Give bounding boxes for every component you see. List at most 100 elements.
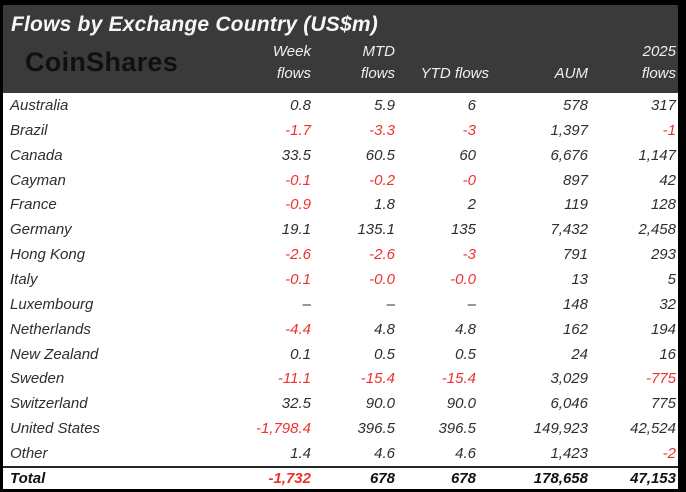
table-row: Australia 0.8 5.9 6 578 317: [3, 93, 678, 118]
table-row: Luxembourg – – – 148 32: [3, 292, 678, 317]
column-header-week-flows: Week flows: [228, 41, 313, 90]
aum-cell: 7,432: [550, 221, 588, 239]
week-flows-cell: -0.1: [285, 171, 311, 189]
table-title: Flows by Exchange Country (US$m): [11, 13, 378, 36]
ytd-flows-cell: -3: [462, 121, 476, 139]
column-label-line: Week: [272, 43, 311, 60]
country-cell: Other: [10, 444, 48, 462]
country-cell: Italy: [10, 270, 38, 288]
mtd-flows-cell: 396.5: [357, 420, 395, 438]
flows-2025-cell: 194: [650, 320, 676, 338]
ytd-flows-cell: 4.6: [455, 444, 476, 462]
week-flows-cell: 33.5: [281, 146, 311, 164]
mtd-flows-cell: 4.8: [374, 320, 395, 338]
aum-cell: 162: [562, 320, 588, 338]
country-cell: Germany: [10, 221, 72, 239]
mtd-flows-cell: 1.8: [374, 196, 395, 214]
week-flows-cell: -2.6: [285, 246, 311, 264]
ytd-flows-cell: -3: [462, 246, 476, 264]
column-header-ytd-flows: YTD flows: [408, 41, 491, 90]
week-flows-cell: 1.4: [290, 444, 311, 462]
ytd-flows-cell: 678: [450, 470, 476, 487]
table-row: United States -1,798.4 396.5 396.5 149,923 42…: [3, 416, 678, 441]
country-cell: Netherlands: [10, 320, 91, 338]
table-row: Other 1.4 4.6 4.6 1,423 -2: [3, 441, 678, 466]
table-row: Canada 33.5 60.5 60 6,676 1,147: [3, 143, 678, 168]
column-label-line: flows: [641, 65, 676, 82]
country-cell: Sweden: [10, 370, 65, 388]
column-label-line: flows: [360, 65, 395, 82]
mtd-flows-cell: 135.1: [357, 221, 395, 239]
column-header-aum: AUM: [480, 41, 590, 90]
week-flows-cell: -4.4: [285, 320, 311, 338]
country-cell: Canada: [10, 146, 63, 164]
aum-cell: 1,423: [550, 444, 588, 462]
mtd-flows-cell: 90.0: [365, 395, 395, 413]
flows-2025-cell: 1,147: [638, 146, 676, 164]
table-row: Germany 19.1 135.1 135 7,432 2,458: [3, 217, 678, 242]
ytd-flows-cell: 90.0: [446, 395, 476, 413]
week-flows-cell: 0.8: [290, 96, 311, 114]
aum-cell: 148: [562, 295, 588, 313]
aum-cell: 119: [564, 196, 588, 214]
column-label-line: 2025: [642, 43, 676, 60]
flows-2025-cell: 42,524: [630, 420, 676, 438]
mtd-flows-cell: 60.5: [365, 146, 395, 164]
column-label-line: flows: [276, 65, 311, 82]
country-cell: Switzerland: [10, 395, 88, 413]
ytd-flows-cell: -0: [462, 171, 476, 189]
column-header-2025-flows: 2025 flows: [590, 41, 678, 90]
table-row: Italy -0.1 -0.0 -0.0 13 5: [3, 267, 678, 292]
ytd-flows-cell: 4.8: [455, 320, 476, 338]
aum-cell: 3,029: [550, 370, 588, 388]
mtd-flows-cell: 4.6: [374, 444, 395, 462]
logo-cell: CoinShares: [3, 38, 228, 90]
flows-2025-cell: 775: [650, 395, 676, 413]
ytd-flows-cell: 60: [459, 146, 476, 164]
table-row: Hong Kong -2.6 -2.6 -3 791 293: [3, 242, 678, 267]
aum-cell: 1,397: [550, 121, 588, 139]
flows-2025-cell: 16: [659, 345, 676, 363]
ytd-flows-cell: -0.0: [450, 270, 476, 288]
mtd-flows-cell: -15.4: [360, 370, 395, 388]
flows-2025-cell: 293: [650, 246, 676, 264]
ytd-flows-cell: 2: [467, 196, 476, 214]
table-row: Sweden -11.1 -15.4 -15.4 3,029 -775: [3, 366, 678, 391]
aum-cell: 13: [571, 270, 588, 288]
country-cell: Luxembourg: [10, 295, 94, 313]
column-label-line: [480, 41, 588, 63]
ytd-flows-cell: 0.5: [455, 345, 476, 363]
flows-2025-cell: 32: [659, 295, 676, 313]
aum-cell: 149,923: [533, 420, 588, 438]
country-cell: Cayman: [10, 171, 66, 189]
week-flows-cell: –: [302, 295, 311, 313]
aum-cell: 791: [562, 246, 588, 264]
table-row: Brazil -1.7 -3.3 -3 1,397 -1: [3, 118, 678, 143]
flows-2025-cell: 42: [659, 171, 676, 189]
flows-2025-cell: -775: [645, 370, 676, 388]
country-cell: United States: [10, 420, 101, 438]
aum-cell: 578: [562, 96, 588, 114]
flows-2025-cell: -2: [662, 444, 676, 462]
column-label-line: MTD: [362, 43, 396, 60]
mtd-flows-cell: -2.6: [369, 246, 395, 264]
country-cell: Brazil: [10, 121, 48, 139]
week-flows-cell: -0.1: [285, 270, 311, 288]
ytd-flows-cell: –: [467, 295, 476, 313]
country-cell: France: [10, 196, 57, 214]
column-label-line: [408, 41, 489, 63]
mtd-flows-cell: -0.2: [369, 171, 395, 189]
aum-cell: 178,658: [533, 470, 588, 487]
table-row: Switzerland 32.5 90.0 90.0 6,046 775: [3, 391, 678, 416]
mtd-flows-cell: 5.9: [374, 96, 395, 114]
ytd-flows-cell: 135: [450, 221, 476, 239]
ytd-flows-cell: 6: [467, 96, 476, 114]
week-flows-cell: 19.1: [281, 221, 311, 239]
mtd-flows-cell: -3.3: [369, 121, 395, 139]
table-body: Australia 0.8 5.9 6 578 317 Brazil -1.7 -3.3 -3 1,…: [3, 93, 678, 489]
column-headers-row: CoinShares Week flows MTD flows YTD flow…: [3, 38, 678, 90]
country-cell: New Zealand: [10, 345, 99, 363]
table-row: New Zealand 0.1 0.5 0.5 24 16: [3, 342, 678, 367]
table-header: Flows by Exchange Country (US$m) CoinSha…: [3, 5, 678, 93]
week-flows-cell: -1,732: [268, 470, 311, 487]
